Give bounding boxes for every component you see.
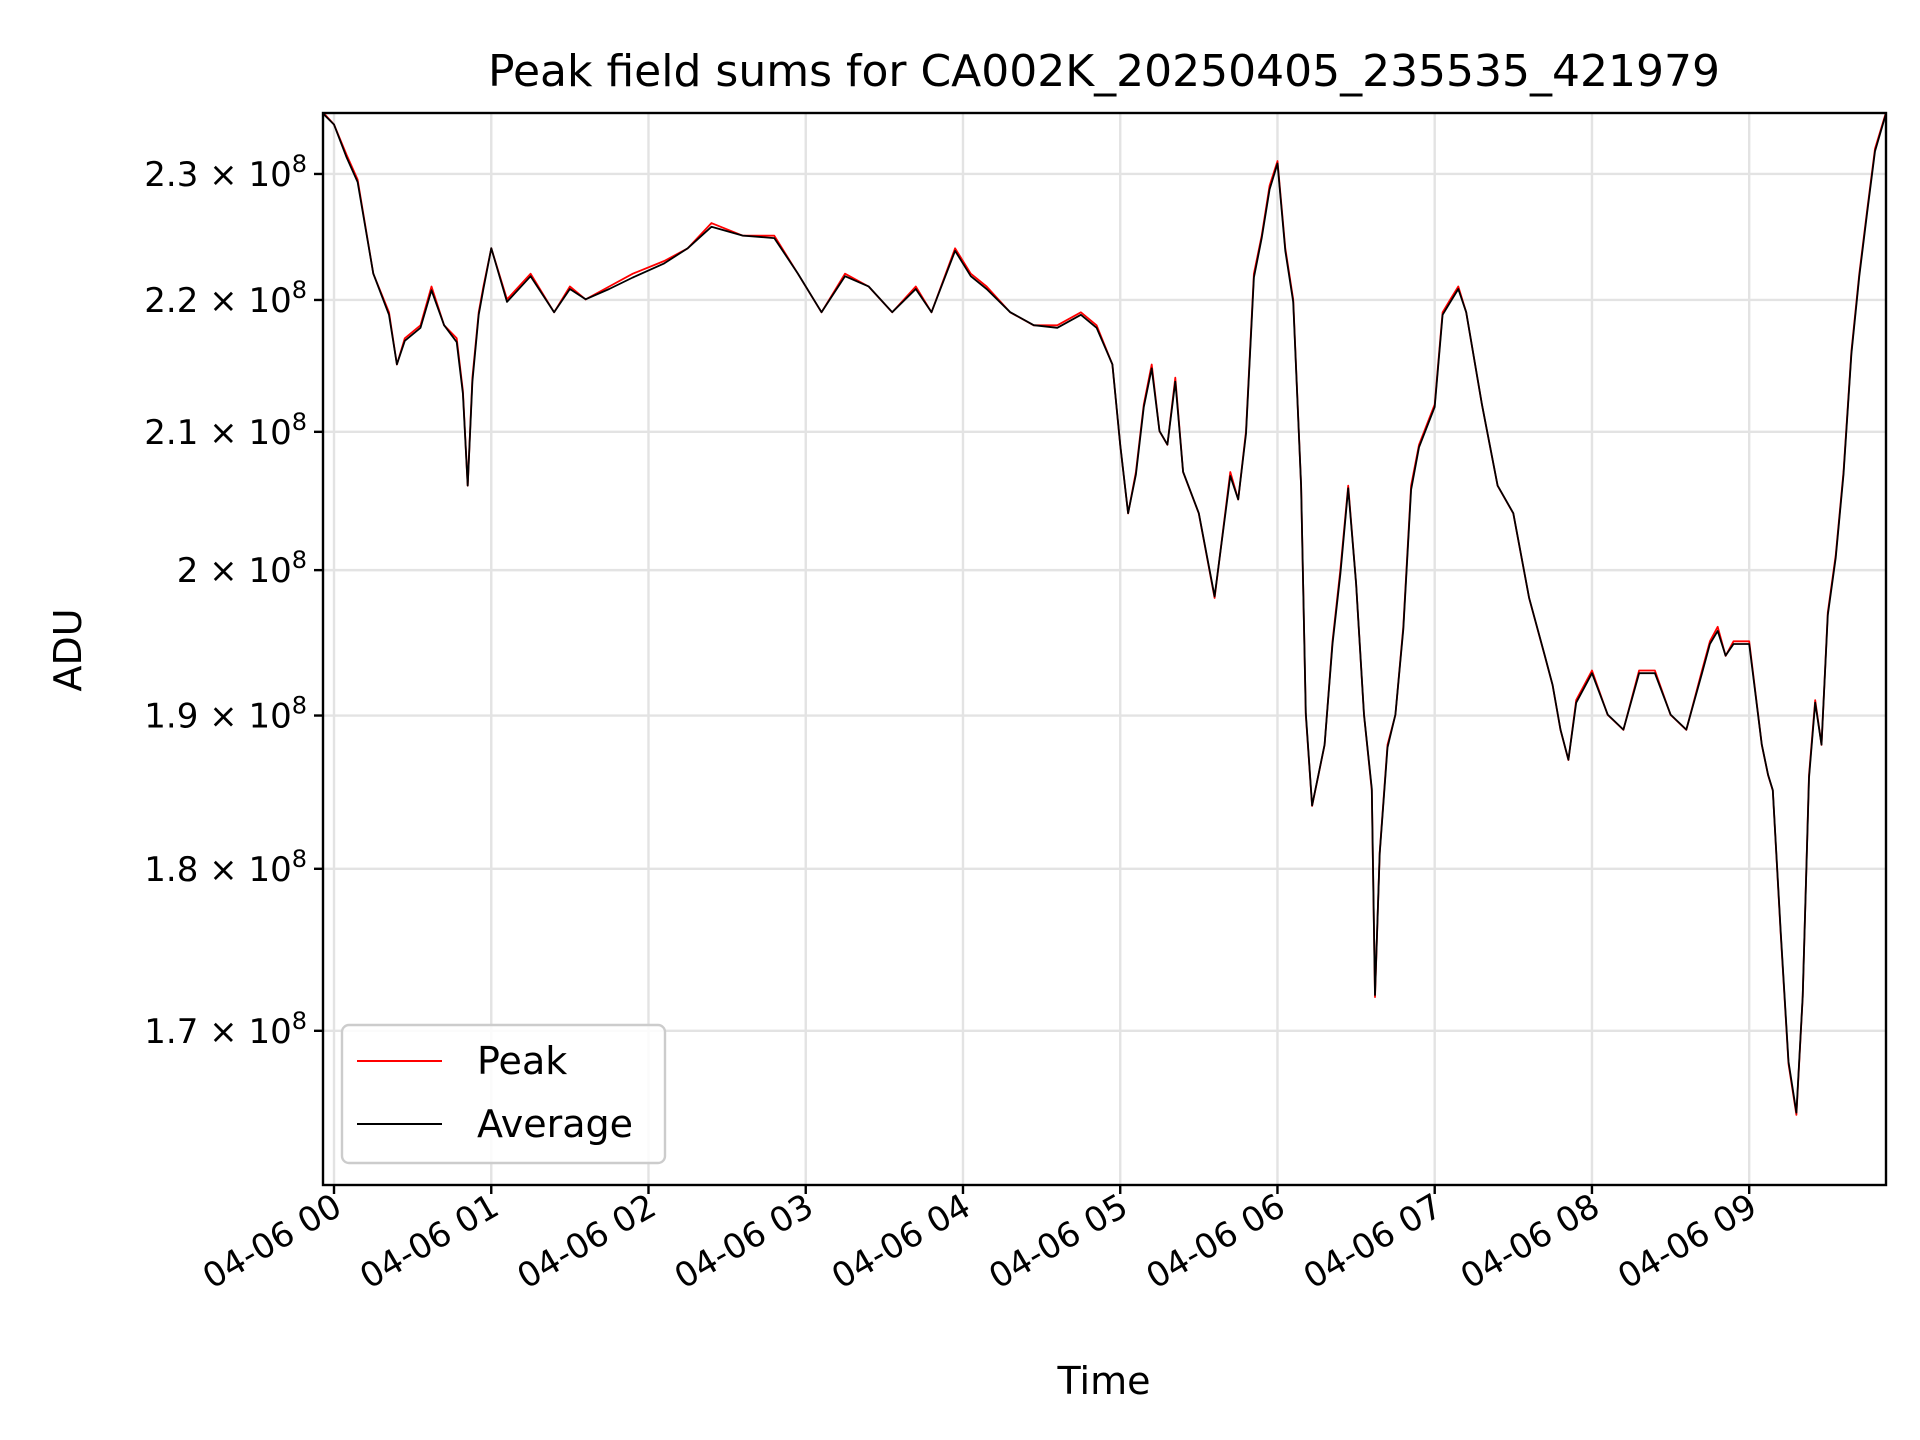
series-line-average [323,113,1886,1114]
y-tick-label: 1.9 × 108 [144,692,307,737]
y-tick-label: 2 × 108 [177,546,307,591]
legend-box [340,1023,667,1165]
y-axis-label: ADU [46,608,90,691]
y-tick-label: 2.2 × 108 [144,276,307,321]
y-tick-label: 2.1 × 108 [144,408,307,453]
x-axis-label: Time [1057,1359,1151,1403]
y-tick-label: 1.7 × 108 [144,1007,307,1052]
y-tick-label: 1.8 × 108 [144,845,307,890]
chart-title: Peak field sums for CA002K_20250405_2355… [488,46,1720,97]
y-axis-ticks: 1.7 × 108 1.8 × 108 1.9 × 108 2 × 108 2.1 × … [144,150,323,1052]
plot-frame [321,111,1888,1187]
legend: Peak Average [340,1023,667,1165]
y-tick-label: 2.3 × 108 [144,150,307,195]
series-layer [323,113,1886,1116]
legend-label-peak: Peak [477,1039,567,1083]
legend-label-average: Average [477,1102,633,1146]
